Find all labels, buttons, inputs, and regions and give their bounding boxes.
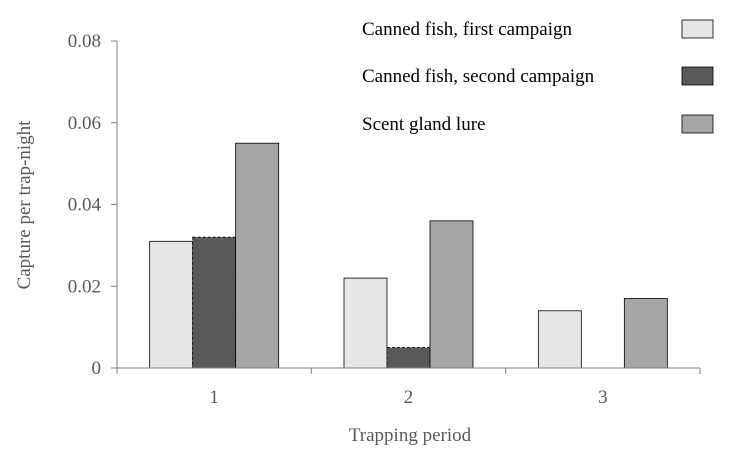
- bar-series-2-cat-2: [386, 347, 431, 369]
- legend-swatch: [681, 19, 714, 39]
- y-tick-label: 0.08: [68, 31, 101, 52]
- legend-swatch: [681, 114, 714, 134]
- bar-series-3-cat-1: [235, 142, 280, 369]
- y-tick-label: 0.02: [68, 276, 101, 297]
- bar-series-1-cat-3: [537, 310, 582, 369]
- legend: Canned fish, first campaign Canned fish, …: [362, 19, 714, 135]
- y-axis-title: Capture per trap-night: [14, 120, 35, 290]
- legend-label: Canned fish, second campaign: [362, 66, 595, 87]
- bar-series-2-cat-1: [192, 236, 237, 369]
- x-tick-label: 3: [598, 387, 608, 408]
- legend-swatch: [681, 66, 714, 86]
- bar-series-3-cat-2: [429, 220, 474, 369]
- x-tick-label: 2: [404, 387, 414, 408]
- legend-label: Scent gland lure: [362, 114, 485, 135]
- bar-series-1-cat-1: [149, 240, 194, 369]
- bar-series-3-cat-3: [623, 298, 668, 369]
- y-tick-label: 0: [92, 358, 102, 379]
- axes-layer: 0 0.02 0.04 0.06 0.08 1 2 3: [68, 31, 701, 408]
- x-tick-label: 1: [209, 387, 219, 408]
- bar-series-1-cat-2: [343, 277, 388, 369]
- y-tick-label: 0.06: [68, 113, 101, 134]
- x-axis-title: Trapping period: [349, 425, 472, 446]
- bars-layer: [149, 142, 668, 369]
- y-tick-label: 0.04: [68, 195, 102, 216]
- legend-label: Canned fish, first campaign: [362, 19, 573, 40]
